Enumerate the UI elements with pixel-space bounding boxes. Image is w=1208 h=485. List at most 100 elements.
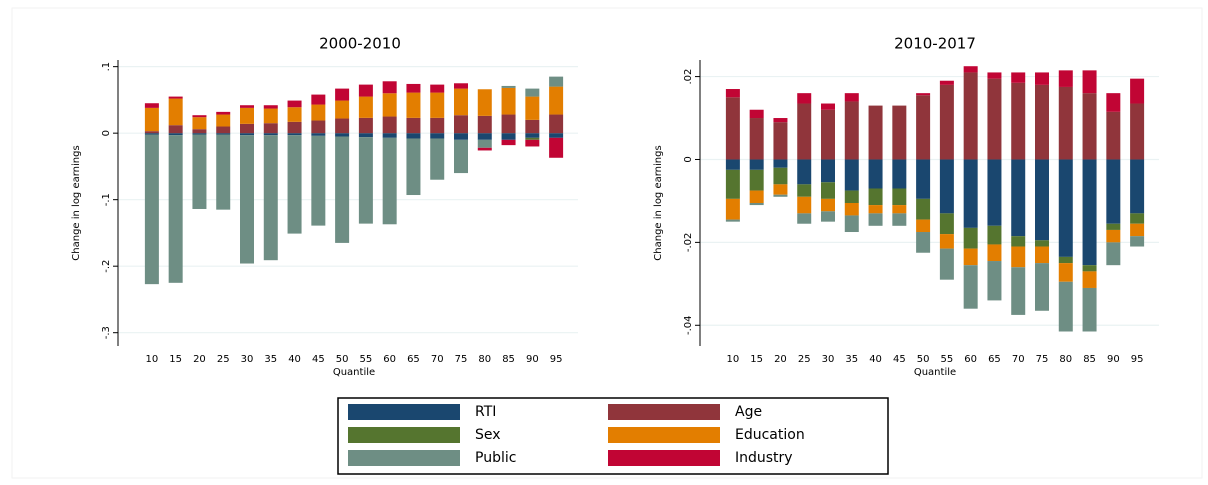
x-tick-label: 45	[893, 354, 906, 365]
bar-segment	[168, 96, 183, 99]
y-tick-label: 0	[683, 156, 694, 162]
bar-segment	[868, 213, 883, 226]
bar-segment	[406, 92, 421, 118]
x-tick-label: 25	[798, 354, 811, 365]
x-tick-label: 85	[502, 354, 515, 365]
bar-segment	[1035, 246, 1049, 264]
bar-segment	[192, 133, 207, 135]
bar-segment	[1058, 159, 1073, 257]
bar-segment	[406, 133, 421, 139]
bar-segment	[311, 133, 326, 136]
bar-segment	[240, 135, 254, 264]
bar-segment	[192, 134, 207, 209]
bar-segment	[168, 98, 183, 126]
bar-segment	[216, 126, 231, 134]
x-tick-label: 95	[550, 354, 563, 365]
legend-swatch	[608, 404, 720, 420]
bar-segment	[501, 133, 516, 140]
bar-segment	[725, 198, 740, 220]
x-axis-label: Quantile	[914, 367, 956, 378]
bar-segment	[192, 129, 207, 134]
bar-segment	[1058, 70, 1073, 87]
x-tick-label: 85	[1083, 354, 1096, 365]
bar-segment	[963, 159, 978, 228]
bar-segment	[1035, 84, 1049, 160]
bar-segment	[1106, 223, 1121, 230]
x-tick-label: 55	[360, 354, 373, 365]
bar-segment	[454, 83, 468, 89]
y-tick-label: .1	[101, 62, 112, 72]
bar-segment	[1058, 281, 1073, 332]
chart-title: 2010-2017	[894, 35, 976, 53]
x-tick-label: 10	[146, 354, 159, 365]
bar-segment	[477, 147, 492, 151]
bar-segment	[773, 118, 788, 123]
bar-segment	[725, 89, 740, 98]
x-tick-label: 80	[1059, 354, 1072, 365]
legend-label: Age	[735, 404, 762, 420]
x-tick-label: 90	[526, 354, 539, 365]
bar-segment	[1082, 271, 1097, 288]
bar-segment	[773, 194, 788, 197]
x-tick-label: 95	[1131, 354, 1144, 365]
bar-segment	[844, 159, 859, 191]
bar-segment	[939, 234, 954, 249]
bar-segment	[263, 105, 278, 109]
bar-segment	[168, 125, 183, 134]
x-tick-label: 15	[750, 354, 763, 365]
bar-segment	[1106, 93, 1121, 112]
bar-segment	[216, 134, 231, 210]
bar-segment	[287, 121, 302, 134]
bar-segment	[725, 159, 740, 170]
bar-segment	[868, 188, 883, 206]
bar-segment	[749, 118, 764, 160]
x-axis-label: Quantile	[333, 367, 375, 378]
bar-segment	[406, 138, 421, 196]
bar-segment	[382, 116, 397, 134]
bar-segment	[430, 117, 445, 134]
bar-segment	[287, 135, 302, 234]
bar-segment	[1011, 246, 1026, 268]
x-tick-label: 30	[822, 354, 835, 365]
bar-segment	[216, 111, 231, 115]
bar-segment	[1035, 72, 1049, 85]
bar-segment	[749, 203, 764, 206]
x-tick-label: 50	[336, 354, 349, 365]
x-tick-label: 65	[407, 354, 420, 365]
bar-segment	[1011, 236, 1026, 247]
bar-segment	[916, 95, 931, 160]
legend-swatch	[608, 450, 720, 466]
bar-segment	[311, 94, 326, 105]
x-tick-label: 75	[455, 354, 468, 365]
bar-segment	[525, 88, 540, 97]
bar-segment	[144, 103, 159, 108]
bar-segment	[916, 219, 931, 233]
bar-segment	[987, 225, 1002, 245]
bar-segment	[963, 265, 978, 309]
bar-segment	[773, 167, 788, 185]
legend-label: Industry	[735, 450, 793, 466]
x-tick-label: 70	[1012, 354, 1025, 365]
bar-segment	[963, 66, 978, 73]
bar-segment	[477, 133, 492, 140]
bar-segment	[892, 213, 907, 226]
bar-segment	[1058, 263, 1073, 282]
bar-segment	[1035, 263, 1049, 311]
bar-segment	[311, 120, 326, 134]
bar-segment	[311, 104, 326, 121]
bar-segment	[454, 139, 468, 174]
bar-segment	[1130, 213, 1145, 224]
x-tick-label: 45	[312, 354, 325, 365]
bar-segment	[335, 88, 350, 101]
bar-segment	[311, 135, 326, 226]
x-tick-label: 80	[478, 354, 491, 365]
bar-segment	[358, 96, 373, 118]
x-tick-label: 10	[727, 354, 740, 365]
y-tick-label: -.1	[101, 193, 112, 206]
bar-segment	[358, 84, 373, 97]
bar-segment	[821, 103, 835, 110]
x-tick-label: 25	[217, 354, 230, 365]
bar-segment	[1106, 159, 1121, 224]
bar-segment	[892, 205, 907, 214]
bar-segment	[844, 101, 859, 160]
